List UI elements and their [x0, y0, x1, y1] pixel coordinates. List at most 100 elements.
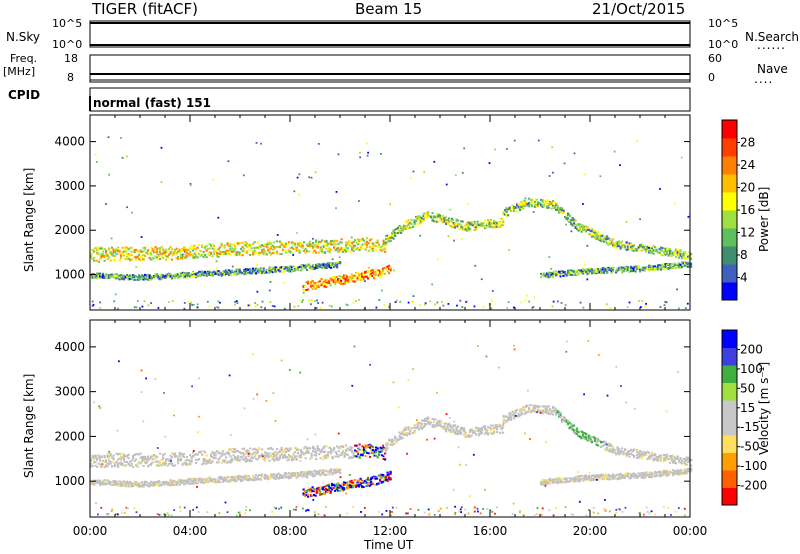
scatter-cell — [253, 271, 256, 274]
noise-cell — [247, 304, 250, 307]
scatter-cell — [558, 273, 561, 276]
scatter-cell — [594, 234, 597, 237]
scatter-cell — [434, 216, 437, 218]
scatter-cell — [320, 278, 323, 280]
scatter-cell — [150, 484, 153, 486]
scatter-cell — [333, 241, 336, 244]
scatter-cell — [234, 451, 237, 454]
scatter-cell — [455, 218, 458, 221]
scatter-cell — [491, 222, 494, 225]
scatter-cell — [422, 219, 425, 222]
scatter-cell — [582, 268, 585, 271]
scatter-cell — [308, 487, 311, 490]
noise-cell — [301, 301, 304, 303]
scatter-cell — [358, 480, 361, 483]
scatter-cell — [259, 251, 262, 254]
scatter-cell — [91, 455, 94, 457]
scatter-cell — [148, 258, 151, 261]
scatter-cell — [522, 407, 525, 410]
scatter-cell — [507, 208, 510, 211]
scatter-cell — [403, 225, 406, 228]
scatter-cell — [338, 489, 341, 492]
scatter-cell — [261, 448, 264, 451]
scatter-cell — [476, 427, 479, 430]
scatter-cell — [673, 262, 676, 265]
scatter-cell — [439, 419, 442, 422]
scatter-cell — [123, 455, 126, 458]
scatter-cell — [655, 266, 658, 269]
scatter-cell — [207, 252, 210, 255]
scatter-cell — [576, 226, 579, 229]
scatter-cell — [279, 457, 282, 460]
noise-cell — [292, 254, 295, 256]
scatter-cell — [627, 453, 630, 456]
scatter-cell — [334, 276, 337, 279]
scatter-cell — [520, 206, 523, 208]
scatter-cell — [600, 270, 603, 273]
scatter-cell — [238, 451, 241, 454]
scatter-cell — [174, 455, 177, 458]
scatter-cell — [538, 202, 541, 205]
scatter-cell — [357, 238, 360, 241]
scatter-cell — [330, 240, 333, 242]
scatter-cell — [556, 205, 559, 208]
scatter-cell — [154, 251, 157, 254]
scatter-cell — [213, 272, 216, 275]
scatter-cell — [305, 289, 308, 291]
scatter-cell — [127, 457, 130, 460]
scatter-cell — [591, 269, 594, 272]
scatter-cell — [666, 458, 669, 461]
scatter-cell — [222, 273, 225, 276]
scatter-cell — [372, 244, 375, 247]
scatter-cell — [610, 267, 613, 270]
scatter-cell — [624, 246, 627, 249]
scatter-cell — [363, 448, 366, 451]
noise-cell — [664, 301, 667, 303]
scatter-cell — [622, 451, 625, 454]
nsky-tick-top-left: 10^5 — [52, 17, 83, 30]
scatter-cell — [340, 250, 343, 253]
scatter-cell — [544, 275, 547, 278]
scatter-cell — [520, 408, 523, 411]
noise-cell — [91, 305, 94, 307]
scatter-cell — [352, 454, 355, 457]
scatter-cell — [294, 446, 297, 449]
scatter-cell — [99, 459, 102, 462]
scatter-cell — [273, 241, 276, 244]
scatter-cell — [118, 274, 121, 277]
scatter-cell — [354, 444, 357, 447]
noise-cell — [573, 152, 576, 155]
scatter-cell — [679, 263, 682, 266]
scatter-cell — [241, 455, 244, 458]
nsky-tick-top-right: 10^5 — [708, 17, 739, 30]
scatter-cell — [243, 453, 246, 456]
scatter-cell — [304, 289, 307, 292]
scatter-cell — [273, 246, 276, 248]
scatter-cell — [412, 432, 415, 434]
scatter-cell — [136, 465, 139, 468]
scatter-cell — [517, 415, 520, 418]
noise-cell — [117, 307, 119, 310]
scatter-cell — [156, 248, 159, 251]
scatter-cell — [646, 248, 649, 251]
scatter-cell — [117, 463, 120, 466]
scatter-cell — [673, 265, 676, 268]
scatter-cell — [571, 219, 574, 222]
scatter-cell — [258, 269, 261, 272]
noise-cell — [367, 151, 369, 154]
scatter-cell — [340, 445, 343, 448]
scatter-cell — [274, 269, 277, 272]
scatter-cell — [413, 426, 416, 429]
scatter-cell — [600, 446, 603, 448]
scatter-cell — [103, 456, 106, 459]
scatter-cell — [147, 459, 150, 462]
scatter-cell — [376, 477, 379, 480]
scatter-cell — [189, 253, 192, 256]
noise-cell — [183, 250, 186, 253]
scatter-cell — [517, 414, 520, 417]
scatter-cell — [112, 274, 115, 277]
scatter-cell — [676, 253, 679, 256]
scatter-cell — [413, 423, 416, 426]
scatter-cell — [153, 453, 156, 456]
scatter-cell — [249, 458, 252, 461]
